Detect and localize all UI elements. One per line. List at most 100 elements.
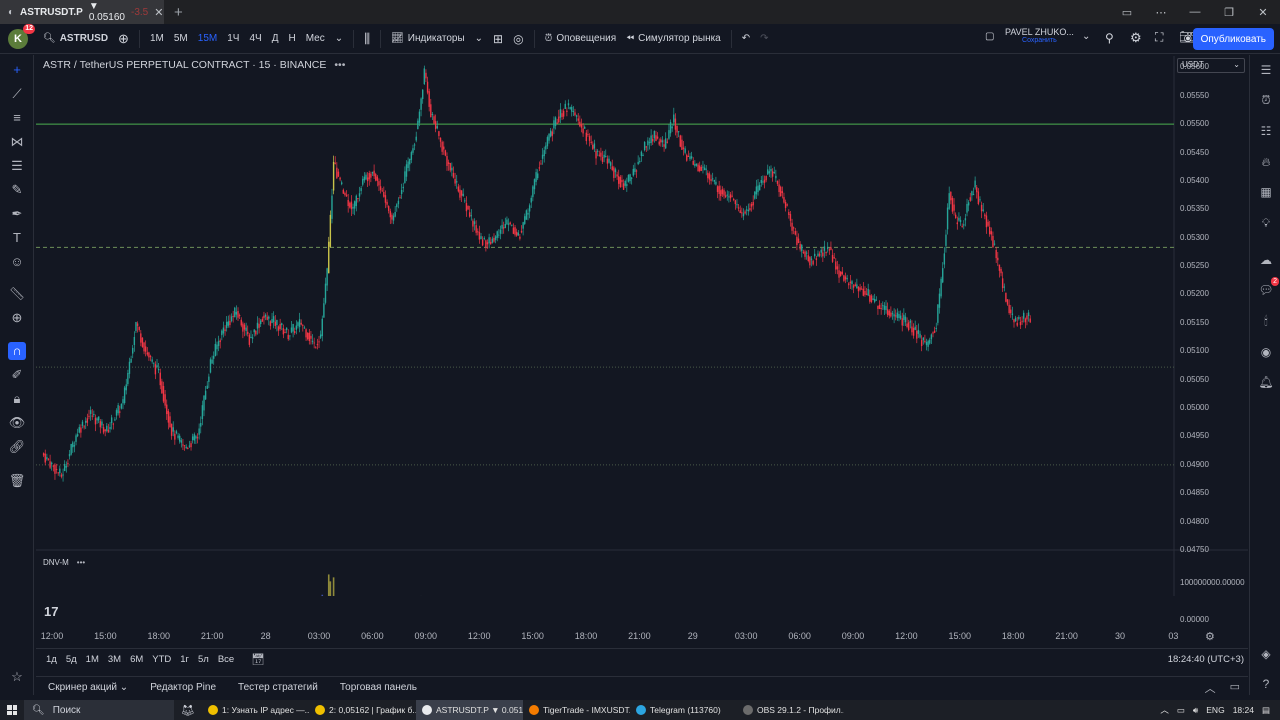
tradingview-logo-icon[interactable]: 17 [44,604,59,619]
fib-icon[interactable]: ≡ [13,110,21,125]
settings-button[interactable]: ⚙ [1125,30,1147,46]
range-5y[interactable]: 5л [198,654,209,665]
legend-more-icon[interactable]: ••• [334,59,346,71]
range-1y[interactable]: 1г [180,654,190,665]
taskbar-app[interactable]: ASTRUSDT.P ▼ 0.051... [416,700,523,720]
interval-month[interactable]: Мес [305,33,325,44]
range-1m[interactable]: 1M [85,654,99,665]
interval-dropdown[interactable]: ⌄ [330,33,348,44]
zoom-icon[interactable]: ⊕ [11,310,23,325]
link-icon[interactable]: 🔗︎ [8,439,26,454]
maximize-panel-icon[interactable]: ▭ [1229,680,1240,693]
widgets-icon[interactable]: 🦊︎ [181,704,195,717]
taskbar-app[interactable]: Telegram (113760) [630,700,737,720]
taskbar-app[interactable]: OBS 29.1.2 - Профил... [737,700,844,720]
lock-icon[interactable]: 🔒︎ [13,391,21,406]
bulb-icon[interactable]: 🕯︎ [1264,314,1268,328]
symbol-search-button[interactable]: 🔍︎ ASTRUSD [38,33,113,44]
watchlist-icon[interactable]: ☰ [1260,63,1272,77]
ruler-icon[interactable]: 📏︎ [8,286,26,301]
interval-15m[interactable]: 15М [197,33,218,44]
publish-button[interactable]: Опубликовать [1192,28,1274,50]
magnet-icon[interactable]: ∩ [8,342,26,360]
alerts-clock-icon[interactable]: ⏰︎ [1261,93,1271,107]
clock-timezone[interactable]: 18:24:40 (UTC+3) [1167,654,1244,665]
taskbar-search[interactable]: 🔍︎ Поиск [24,700,174,720]
layout-dropdown[interactable]: ⌄ [1077,31,1095,42]
price-chart[interactable] [36,56,1248,596]
indicators-dropdown[interactable]: ⌄ [470,33,488,44]
eye-icon[interactable]: 👁︎ [8,415,26,430]
hotlist-icon[interactable]: 🔥︎ [1261,155,1271,169]
new-tab-icon[interactable]: + [174,3,183,21]
minimize-icon[interactable]: — [1189,6,1201,18]
interval-week[interactable]: Н [288,33,296,44]
alerts-button[interactable]: ⏰︎ Оповещения [540,33,622,44]
range-all[interactable]: Все [217,654,235,665]
brush-icon[interactable]: ✎ [11,182,23,197]
collapse-panel-icon[interactable]: ︿ [1204,682,1216,695]
close-window-icon[interactable]: ✕ [1258,6,1268,19]
range-1d[interactable]: 1д [46,654,57,665]
tab-trading-panel[interactable]: Торговая панель [339,682,418,693]
pattern-icon[interactable]: ⋈ [10,134,24,149]
volume-legend[interactable]: DNV-M ••• [43,558,85,567]
volume-icon[interactable]: 🔊︎ [1192,704,1199,715]
indicators-button[interactable]: 📈︎ Индикаторы [386,33,470,44]
interval-5m[interactable]: 5М [173,33,188,44]
range-ytd[interactable]: YTD [152,654,172,665]
pen-icon[interactable]: ✒ [11,206,23,221]
interval-day[interactable]: Д [271,33,279,44]
chat-icon[interactable]: 💬︎ 2 [1258,277,1279,297]
volume-more-icon[interactable]: ••• [76,558,86,567]
language-indicator[interactable]: ENG [1206,705,1225,715]
taskbar-app[interactable]: 1: Узнать IP адрес —... [202,700,309,720]
crosshair-icon[interactable]: + [13,62,21,77]
snapshot-button[interactable]: 📷︎ [1174,30,1199,44]
layouts-button[interactable]: ⊞ [488,32,508,46]
restore-icon[interactable]: ❐ [1224,6,1234,19]
interval-1m[interactable]: 1М [149,33,164,44]
streams-icon[interactable]: ☁︎ [1260,253,1272,267]
taskbar-app[interactable]: TigerTrade - IMXUSDT... [523,700,630,720]
trend-line-icon[interactable]: ⟋ [12,86,22,101]
notification-center-icon[interactable]: ▤ [1261,704,1270,715]
redo-button[interactable]: ↷ [755,33,773,44]
range-3m[interactable]: 3M [107,654,122,665]
chart-type-button[interactable]: ⫼ [359,31,375,47]
broadcast-icon[interactable]: ◉ [1260,345,1272,359]
tab-strategy-tester[interactable]: Тестер стратегий [238,682,318,693]
taskbar-app[interactable]: 2: 0,05162 | График б... [309,700,416,720]
range-5d[interactable]: 5д [65,654,77,665]
user-layout-name[interactable]: PAVEL ZHUKO... Сохранить [1005,27,1074,44]
more-icon[interactable]: ⋯ [1155,6,1167,19]
templates-button[interactable]: ◎ [508,32,528,46]
help-icon[interactable]: ? [1262,677,1270,691]
currency-select[interactable]: USDT ⌄ [1177,58,1245,73]
undo-button[interactable]: ↶ [737,33,755,44]
interval-1h[interactable]: 1Ч [227,33,240,44]
chart-legend[interactable]: ASTR / TetherUS PERPETUAL CONTRACT · 15 … [43,59,345,71]
text-icon[interactable]: T [13,230,21,245]
calendar-icon[interactable]: ▦ [1260,185,1272,199]
close-tab-icon[interactable]: ✕ [154,6,164,19]
object-tree-icon[interactable]: ☷ [1260,124,1272,138]
replay-button[interactable]: ⏪︎ Симулятор рынка [621,33,726,44]
network-icon[interactable]: ▭ [1176,704,1185,715]
axis-settings-icon[interactable]: ⚙ [1205,631,1215,643]
layers-icon[interactable]: ◈ [1261,647,1271,661]
fullscreen-button[interactable]: ⛶ [1150,30,1168,45]
tab-pine-editor[interactable]: Редактор Pine [150,682,217,693]
ideas-icon[interactable]: 💡︎ [1261,216,1271,230]
lock-drawing-icon[interactable]: ✐ [11,367,23,382]
favorites-star-icon[interactable]: ☆ [11,669,23,684]
quick-search-button[interactable]: ⚲ [1100,31,1119,45]
cast-icon[interactable]: ▭ [1121,6,1133,19]
start-button[interactable] [0,700,24,720]
tray-arrow-icon[interactable]: ︿ [1160,705,1169,715]
browser-tab[interactable]: ◐ ASTRUSDT.P ▼ 0.05160 -3.5 ✕ [0,0,164,24]
range-6m[interactable]: 6M [130,654,144,665]
avatar[interactable]: K 12 [8,23,35,49]
compare-symbol-button[interactable]: ⊕ [113,31,134,47]
taskbar-time[interactable]: 18:24 [1232,705,1254,715]
